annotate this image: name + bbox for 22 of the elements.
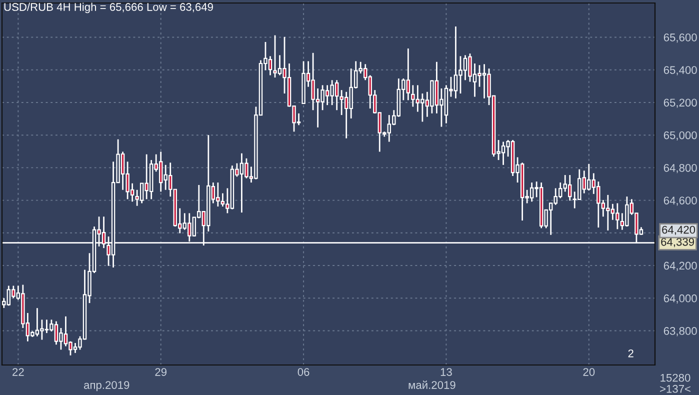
y-tick-label: 65,600	[664, 34, 697, 43]
y-tick-label: 64,600	[664, 196, 697, 206]
annotation: 2	[628, 350, 634, 358]
y-tick-label: 65,200	[664, 98, 697, 108]
y-tick-label: 65,000	[664, 131, 697, 141]
text: >137<	[660, 384, 690, 393]
ref-line-label: 64,339	[661, 238, 694, 248]
x-tick-label: 29	[155, 368, 167, 376]
text: 64,420	[662, 226, 696, 235]
text: 15280	[660, 374, 690, 382]
x-tick-label: 20	[583, 368, 595, 376]
y-tick-label: 64,800	[664, 164, 697, 174]
text: май.2019	[408, 380, 456, 389]
text: апр.2019	[84, 381, 130, 392]
chart-title: USD/RUB 4H High = 65,666 Low = 63,649	[4, 2, 213, 14]
y-tick-label: 65,400	[664, 66, 697, 76]
y-tick-label: 64,000	[664, 294, 697, 304]
y-tick-label: 64,200	[664, 262, 697, 271]
y-tick-label: 63,800	[664, 327, 697, 336]
x-tick-label: 06	[298, 368, 310, 376]
x-tick-label: 13	[440, 368, 452, 376]
x-tick-label: 22	[12, 368, 24, 376]
